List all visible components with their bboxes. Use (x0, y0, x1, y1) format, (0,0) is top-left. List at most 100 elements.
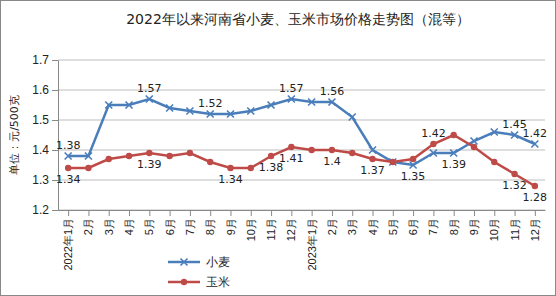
series-marker (126, 102, 133, 109)
series-marker (511, 171, 517, 177)
data-label: 1.52 (198, 97, 223, 110)
x-tick-mark (68, 210, 69, 216)
x-tick-mark (312, 210, 313, 216)
series-marker (126, 153, 132, 159)
y-tick-label: 1.6 (32, 83, 49, 97)
series-marker (85, 153, 92, 160)
x-tick: 2022年1月 (62, 210, 74, 271)
data-labels: 1.381.571.521.571.561.351.391.451.421.34… (56, 82, 547, 204)
x-tick: 2月 (82, 210, 94, 235)
series-marker (207, 111, 214, 118)
legend-label: 小麦 (206, 255, 230, 269)
series-marker (491, 129, 498, 136)
x-axis: 2022年1月 2月 3月 4月 5月 6月 7月 8月 9月 10月 11月 12月 2023年1月 2… (59, 210, 546, 271)
series-marker (65, 153, 72, 160)
series-marker (531, 141, 538, 148)
data-label: 1.35 (401, 170, 426, 183)
x-tick-label: 10月 (245, 218, 257, 241)
x-tick-label: 2月 (82, 218, 94, 235)
series-marker (390, 159, 396, 165)
x-tick-mark (535, 210, 536, 216)
x-tick: 2月 (326, 210, 338, 235)
data-label: 1.28 (523, 191, 548, 204)
series-marker (389, 159, 396, 166)
series-marker (106, 156, 112, 162)
x-tick: 8月 (204, 210, 216, 235)
x-tick-label: 2022年1月 (62, 218, 74, 271)
series-marker (328, 99, 335, 106)
x-tick-label: 8月 (204, 218, 216, 235)
series-marker (430, 141, 436, 147)
x-tick-mark (332, 210, 333, 216)
data-label: 1.34 (56, 173, 81, 186)
x-tick-label: 3月 (346, 218, 358, 235)
x-tick-mark (271, 210, 272, 216)
x-tick-mark (210, 210, 211, 216)
x-tick: 10月 (488, 210, 500, 241)
series-marker (471, 144, 477, 150)
y-tick-mark (52, 90, 58, 91)
y-tick: 1.3 (32, 173, 58, 187)
y-axis-title: 单位：元/500克 (8, 95, 21, 175)
x-tick-label: 5月 (143, 218, 155, 235)
series-marker (410, 162, 417, 169)
series-marker (105, 102, 112, 109)
y-axis: 1.21.31.41.51.61.7 (32, 53, 58, 217)
grid (58, 60, 545, 210)
x-tick-mark (88, 210, 89, 216)
grid-line (58, 210, 545, 211)
y-tick: 1.2 (32, 203, 58, 217)
y-tick-mark (52, 120, 58, 121)
y-tick-label: 1.3 (32, 173, 49, 187)
series-marker (308, 99, 315, 106)
series-marker (369, 156, 375, 162)
x-tick: 11月 (509, 210, 521, 240)
x-tick: 4月 (123, 210, 135, 235)
y-tick-label: 1.7 (32, 53, 49, 67)
y-tick: 1.4 (32, 143, 58, 157)
x-tick-mark (109, 210, 110, 216)
x-tick: 3月 (103, 210, 115, 235)
x-tick-mark (373, 210, 374, 216)
series-marker (288, 144, 294, 150)
x-tick-mark (454, 210, 455, 216)
x-tick-mark (251, 210, 252, 216)
x-tick: 5月 (387, 210, 399, 235)
y-tick: 1.6 (32, 83, 58, 97)
x-tick: 7月 (184, 210, 196, 235)
data-label: 1.42 (523, 127, 548, 140)
series-marker (430, 150, 437, 157)
data-label: 1.42 (421, 127, 446, 140)
x-tick: 7月 (427, 210, 439, 235)
x-tick: 9月 (224, 210, 236, 235)
series-marker (532, 183, 538, 189)
y-tick-label: 1.4 (32, 143, 49, 157)
x-tick-label: 2023年1月 (306, 218, 318, 271)
x-tick-label: 3月 (103, 218, 115, 235)
x-tick-label: 7月 (184, 218, 196, 235)
series-marker (268, 153, 274, 159)
x-tick: 12月 (285, 210, 297, 241)
data-label: 1.4 (323, 155, 341, 168)
x-tick: 3月 (346, 210, 358, 235)
x-tick-mark (291, 210, 292, 216)
data-label: 1.57 (279, 82, 304, 95)
x-tick-label: 7月 (427, 218, 439, 235)
series-marker (268, 102, 275, 109)
series-marker (470, 138, 477, 145)
x-tick: 6月 (164, 210, 176, 235)
x-tick-mark (129, 210, 130, 216)
x-tick-label: 9月 (468, 218, 480, 235)
y-tick-mark (52, 60, 58, 61)
data-label: 1.41 (279, 152, 304, 165)
x-tick-label: 6月 (164, 218, 176, 235)
x-tick-mark (352, 210, 353, 216)
x-tick: 6月 (407, 210, 419, 235)
x-axis-line (59, 210, 546, 211)
series-marker (186, 108, 193, 115)
x-tick: 12月 (529, 210, 541, 241)
y-tick-label: 1.2 (32, 203, 49, 217)
x-tick: 8月 (448, 210, 460, 235)
series-marker (207, 159, 213, 165)
series-marker (65, 165, 71, 171)
